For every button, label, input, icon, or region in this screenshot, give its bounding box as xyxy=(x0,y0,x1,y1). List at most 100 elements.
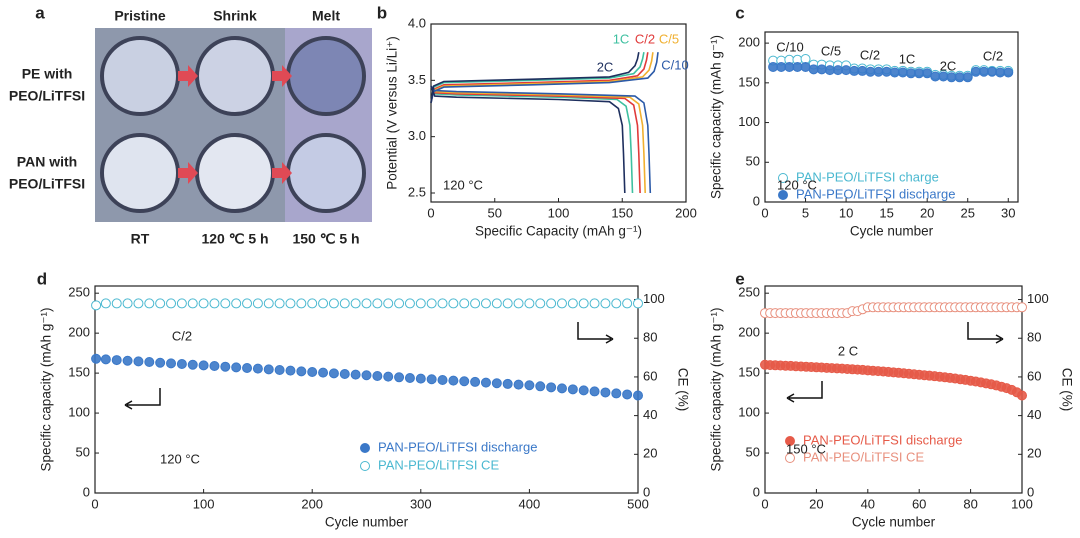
plot-frame xyxy=(94,285,639,494)
point xyxy=(187,298,198,309)
point xyxy=(361,370,372,381)
point xyxy=(426,298,437,309)
point xyxy=(394,298,405,309)
point xyxy=(242,363,253,374)
point xyxy=(91,353,102,364)
line xyxy=(430,52,649,194)
annotation: C/2 xyxy=(172,328,192,343)
y2-tick-label: 80 xyxy=(643,330,657,345)
point xyxy=(841,65,852,76)
x-axis-label: Cycle number xyxy=(850,224,934,239)
point xyxy=(100,298,111,309)
point xyxy=(480,377,491,388)
annotation: 120 °C xyxy=(443,177,483,192)
y2-tick-label: 60 xyxy=(1027,368,1041,383)
point xyxy=(144,357,155,368)
x-tick-label: 100 xyxy=(193,496,215,511)
point xyxy=(144,298,155,309)
series-label: C/2 xyxy=(635,31,655,46)
point xyxy=(252,363,263,374)
point xyxy=(857,65,868,76)
y2-tick-label: 100 xyxy=(1027,291,1049,306)
point xyxy=(470,376,481,387)
legend-marker xyxy=(778,190,788,200)
y2-axis-label: CE (%) xyxy=(675,368,690,412)
legend-label: PAN-PEO/LiTFSI CE xyxy=(378,457,499,472)
y-tick-label: 200 xyxy=(738,35,760,50)
x-tick-label: 40 xyxy=(861,496,875,511)
point xyxy=(242,298,253,309)
x-tick-label: 100 xyxy=(1011,496,1033,511)
point xyxy=(1017,390,1027,401)
point xyxy=(263,364,274,375)
y-axis-label: Potential (V versus Li/Li⁺) xyxy=(385,36,400,189)
point xyxy=(987,66,998,77)
point xyxy=(491,378,502,389)
point xyxy=(633,390,643,401)
legend-label: PAN-PEO/LiTFSI discharge xyxy=(378,439,537,454)
y-tick-label: 0 xyxy=(83,484,90,499)
point xyxy=(307,366,318,377)
y-tick-label: 250 xyxy=(738,285,760,300)
x-tick-label: 0 xyxy=(761,205,768,220)
y2-axis-label: CE (%) xyxy=(1059,368,1074,412)
line xyxy=(430,52,640,194)
point xyxy=(111,298,122,309)
legend-marker xyxy=(785,453,795,463)
x-tick-label: 200 xyxy=(675,205,697,220)
point xyxy=(502,298,513,309)
point xyxy=(263,298,274,309)
point xyxy=(415,298,426,309)
point xyxy=(611,388,622,399)
plot-area xyxy=(91,285,643,494)
point xyxy=(556,383,567,394)
point xyxy=(589,298,600,309)
y2-tick-label: 0 xyxy=(643,484,650,499)
condition-label: 120 ℃ 5 h xyxy=(201,231,268,247)
point xyxy=(350,369,361,380)
point xyxy=(231,298,242,309)
y-tick-label: 250 xyxy=(68,285,90,300)
y-tick-label: 150 xyxy=(68,365,90,380)
point xyxy=(155,298,166,309)
point xyxy=(122,298,133,309)
point xyxy=(394,372,405,383)
point xyxy=(513,298,524,309)
line xyxy=(430,52,654,194)
point xyxy=(133,298,144,309)
plot-frame xyxy=(430,23,687,203)
y2-tick-label: 80 xyxy=(1027,330,1041,345)
point xyxy=(220,298,231,309)
point xyxy=(296,366,307,377)
x-tick-label: 0 xyxy=(91,496,98,511)
point xyxy=(600,387,611,398)
point xyxy=(100,354,111,365)
x-tick-label: 100 xyxy=(548,205,570,220)
point xyxy=(350,298,361,309)
point xyxy=(589,386,600,397)
point xyxy=(567,298,578,309)
point xyxy=(318,298,329,309)
point xyxy=(252,298,263,309)
x-tick-label: 0 xyxy=(427,205,434,220)
point xyxy=(372,298,383,309)
axis-arrow xyxy=(577,322,614,344)
point xyxy=(339,368,350,379)
legend-label: PAN-PEO/LiTFSI discharge xyxy=(803,432,962,447)
point xyxy=(535,381,546,392)
annotation: 150 °C xyxy=(786,441,826,456)
annotation: C/10 xyxy=(776,39,803,54)
x-tick-label: 200 xyxy=(301,496,323,511)
point xyxy=(274,364,285,375)
plot-frame xyxy=(764,31,1019,203)
point xyxy=(155,357,166,368)
x-tick-label: 300 xyxy=(410,496,432,511)
point xyxy=(513,379,524,390)
plot-area xyxy=(760,285,1027,494)
point xyxy=(176,359,187,370)
panel-letter: d xyxy=(37,269,47,288)
y-tick-label: 50 xyxy=(76,444,90,459)
condition-label: 150 ℃ 5 h xyxy=(292,231,359,247)
point xyxy=(285,365,296,376)
